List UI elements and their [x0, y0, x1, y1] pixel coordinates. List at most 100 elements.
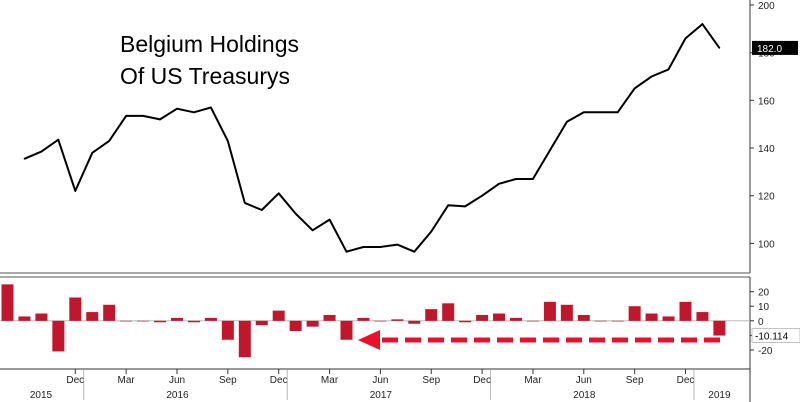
top-panel: 100120140160180200182.0 [23, 0, 798, 273]
top-y-tick-label: 140 [758, 144, 775, 155]
x-tick-label: Sep [219, 375, 237, 386]
x-year-label: 2017 [370, 390, 393, 401]
bottom-panel: -20-1001020-10.114 [0, 277, 800, 402]
x-year-label: 2016 [166, 390, 189, 401]
change-bar [442, 303, 455, 321]
change-bar [137, 320, 150, 322]
holdings-point [498, 182, 500, 185]
change-bar [306, 320, 319, 327]
change-bar [1, 284, 14, 321]
x-tick-label: Mar [118, 375, 136, 386]
change-bar [272, 310, 285, 321]
change-bar [594, 320, 607, 322]
holdings-point [108, 140, 110, 142]
holdings-point [294, 212, 297, 215]
change-bar [204, 317, 217, 321]
x-tick-label: Mar [524, 375, 542, 386]
top-y-tick-label: 160 [758, 96, 775, 107]
x-tick-label: Jun [576, 375, 592, 386]
change-bar [577, 314, 590, 321]
bottom-y-tick-label: 10 [758, 302, 770, 313]
change-bar [526, 320, 539, 322]
holdings-point [447, 204, 450, 207]
holdings-point [40, 150, 43, 153]
change-bar [238, 320, 251, 358]
holdings-point [362, 246, 365, 248]
change-bar [713, 320, 726, 336]
change-bar [611, 320, 624, 322]
change-bar [543, 301, 556, 321]
holdings-point [23, 157, 26, 160]
x-year-label: 2018 [573, 390, 596, 401]
change-bar [255, 320, 268, 326]
x-tick-label: Dec [473, 375, 491, 386]
change-bar [696, 312, 709, 321]
change-bar [35, 313, 48, 321]
change-bar [459, 320, 472, 323]
last-value-label: 182.0 [757, 44, 782, 55]
change-bar [391, 319, 404, 321]
last-change-label: -10.114 [755, 332, 789, 343]
x-tick-label: Mar [321, 375, 339, 386]
change-bar [86, 312, 99, 321]
x-tick-label: Dec [677, 375, 695, 386]
change-bar [645, 313, 658, 321]
change-bar [340, 320, 353, 340]
x-tick-label: Sep [422, 375, 440, 386]
change-bar [493, 313, 506, 321]
holdings-line [24, 23, 721, 253]
holdings-point [260, 209, 263, 211]
change-bar [171, 317, 183, 321]
holdings-point [244, 202, 246, 204]
change-bar [18, 316, 31, 321]
last-value-badge [752, 40, 798, 55]
holdings-point [74, 190, 77, 192]
x-tick-label: Jun [169, 375, 185, 386]
x-tick-label: Dec [270, 375, 288, 386]
holdings-point [159, 118, 161, 121]
holdings-point [566, 121, 568, 123]
chart-title-line-1: Belgium Holdings [120, 31, 299, 57]
change-bar [476, 314, 489, 321]
holdings-point [193, 111, 195, 114]
holdings-point [430, 230, 433, 233]
holdings-point [583, 111, 585, 114]
change-bar [425, 309, 438, 321]
change-bar [52, 320, 65, 352]
holdings-point [379, 246, 382, 248]
holdings-point [549, 149, 551, 152]
holdings-point [176, 107, 178, 110]
x-year-label: 2019 [708, 390, 731, 401]
change-bar [187, 320, 200, 323]
holdings-point [413, 250, 416, 253]
chart-title-line-2: Of US Treasurys [120, 63, 290, 89]
bottom-y-tick-label: 0 [758, 317, 764, 328]
change-bar [289, 320, 302, 332]
change-bar [154, 320, 167, 323]
holdings-point [701, 23, 704, 25]
holdings-point [515, 178, 517, 180]
change-bar [323, 314, 336, 321]
holdings-point [616, 111, 619, 114]
holdings-point [667, 68, 670, 71]
holdings-point [142, 115, 144, 117]
change-bar [408, 320, 421, 324]
holdings-point [633, 87, 636, 90]
change-bar [120, 320, 133, 322]
holdings-point [396, 243, 399, 246]
change-bar [69, 297, 82, 321]
x-axis: Dec Mar Jun Sep Dec Mar Jun Sep Dec Mar Jun Sep Dec 2… [0, 368, 750, 401]
x-tick-label: Jun [372, 375, 388, 386]
change-bar [103, 304, 116, 321]
bottom-y-tick-label: -20 [758, 346, 773, 357]
arrow-head [358, 330, 380, 350]
last-change-badge [751, 328, 800, 343]
top-y-tick-label: 120 [758, 192, 775, 203]
top-y-tick-label: 200 [758, 1, 775, 12]
holdings-point [125, 115, 127, 117]
holdings-point [464, 205, 466, 208]
holdings-point [718, 47, 721, 49]
holdings-point [599, 111, 602, 114]
holdings-point [57, 138, 60, 141]
